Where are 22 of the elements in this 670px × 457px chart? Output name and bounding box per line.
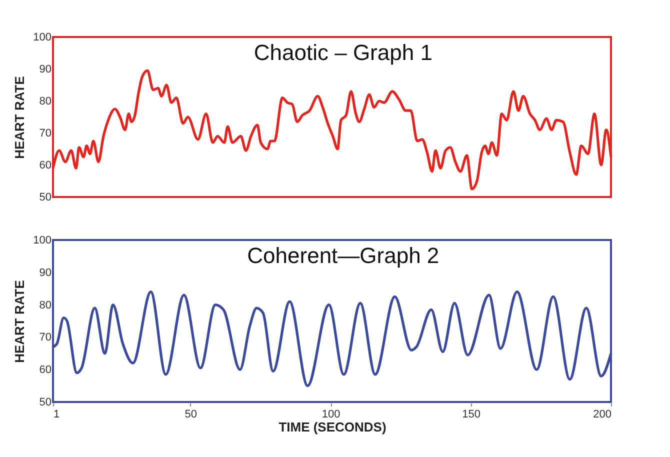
y-tick-label: 90 — [39, 266, 52, 279]
y-tick-label: 90 — [39, 64, 52, 76]
x-tick-label: 200 — [593, 408, 612, 420]
y-axis-title: HEART RATE — [12, 280, 28, 363]
x-axis-title: TIME (SECONDS) — [278, 420, 386, 434]
y-axis-title: HEART RATE — [12, 76, 28, 159]
y-tick-label: 100 — [33, 32, 52, 44]
y-tick-label: 80 — [39, 299, 52, 312]
y-tick-label: 60 — [39, 364, 52, 376]
y-tick-label: 70 — [39, 332, 52, 344]
x-tick-label: 1 — [54, 408, 60, 420]
chart-title: Coherent—Graph 2 — [247, 243, 440, 268]
y-tick-label: 60 — [39, 160, 52, 172]
y-tick-label: 100 — [33, 234, 52, 246]
x-tick-label: 50 — [184, 408, 198, 420]
chart-title: Chaotic – Graph 1 — [254, 40, 432, 65]
x-tick-label: 150 — [462, 408, 480, 420]
y-tick-label: 50 — [39, 396, 52, 408]
y-tick-label: 80 — [39, 96, 52, 108]
x-tick-label: 100 — [322, 408, 340, 420]
y-tick-label: 50 — [39, 192, 52, 204]
y-tick-label: 70 — [39, 128, 52, 140]
